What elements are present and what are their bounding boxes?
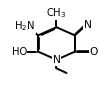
Text: O: O <box>88 47 97 57</box>
Text: N: N <box>52 55 60 65</box>
Text: H$_2$N: H$_2$N <box>14 19 35 33</box>
Text: N: N <box>83 20 91 30</box>
Text: HO: HO <box>11 47 27 57</box>
Text: CH$_3$: CH$_3$ <box>46 6 66 20</box>
